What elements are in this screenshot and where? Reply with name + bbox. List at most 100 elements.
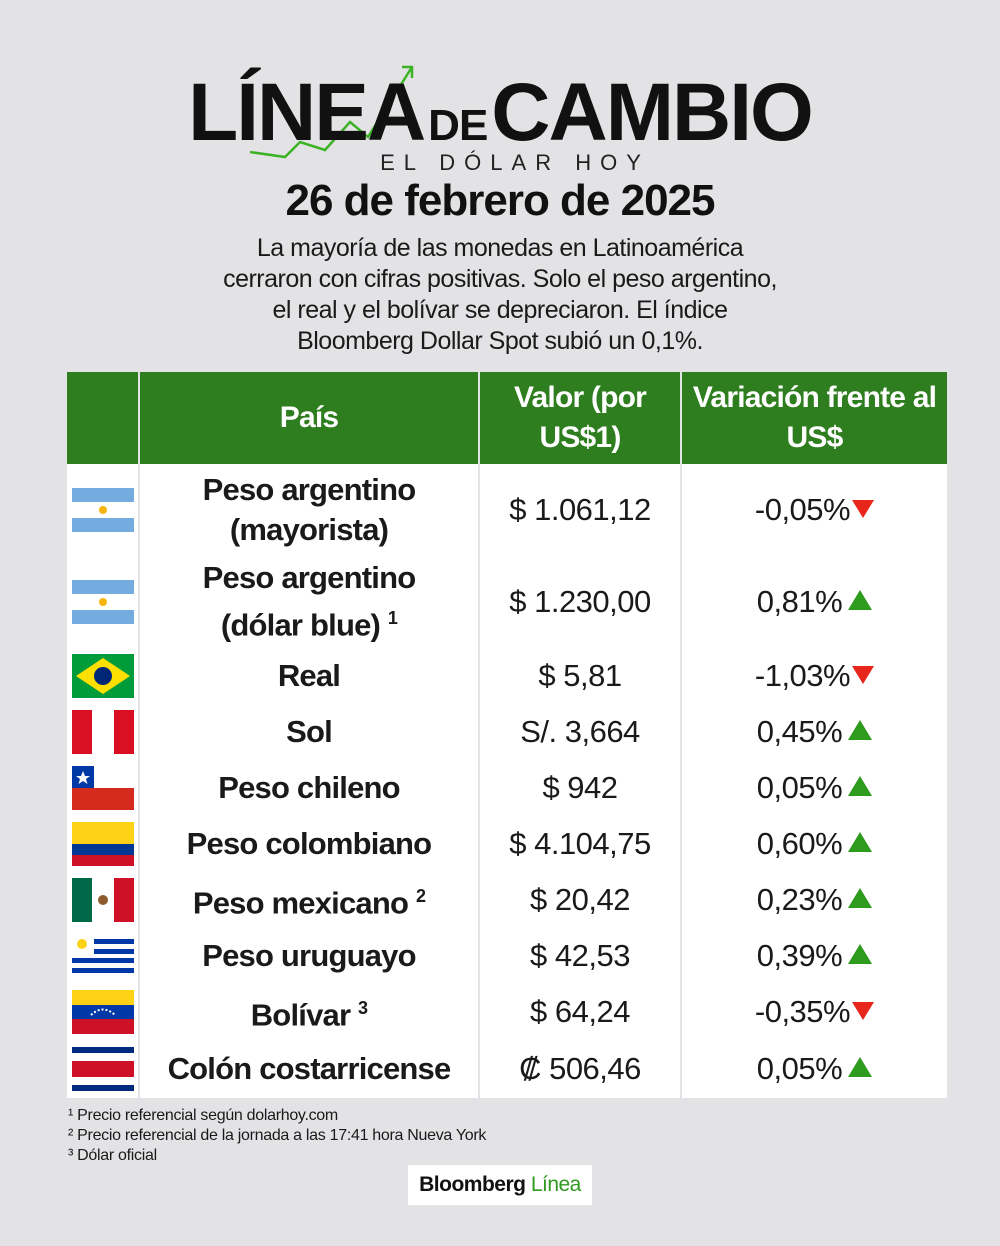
footnote-marker: 3 (358, 998, 368, 1019)
variation-text: 0,60% (756, 826, 843, 861)
currency-name-line: (mayorista) (229, 512, 389, 547)
currency-variation: -0,05% (681, 464, 947, 556)
intro-line: La mayoría de las monedas en Latinoaméri… (256, 234, 744, 262)
brand-bloomberg: Bloomberg (419, 1173, 526, 1196)
page-date: 26 de febrero de 2025 (285, 176, 715, 225)
mexico-flag-icon (71, 878, 134, 922)
currency-variation: 0,60% (681, 816, 947, 872)
currency-name: Peso mexicano 2 (139, 872, 480, 928)
arrow-up-icon (848, 590, 873, 610)
colombia-flag-icon (71, 822, 134, 866)
currency-name: Peso chileno (139, 760, 480, 816)
arrow-up-icon (848, 720, 873, 740)
flag-cell (67, 1040, 140, 1098)
header-country: País (139, 372, 480, 464)
venezuela-flag-icon (71, 990, 134, 1034)
currency-value: ₡ 506,46 (479, 1040, 682, 1098)
trend-arrow-icon (249, 65, 414, 159)
currency-name-line: Peso argentino (202, 472, 417, 507)
variation-text: -0,05% (754, 492, 851, 527)
flag-cell (67, 760, 140, 816)
table-row: Colón costarricense ₡ 506,46 0,05% (67, 1040, 947, 1098)
variation-text: 0,39% (756, 938, 843, 973)
arrow-down-icon (852, 500, 875, 518)
currency-name-line: Bolívar (250, 997, 351, 1033)
footnotes: ¹ Precio referencial según dolarhoy.com … (68, 1106, 486, 1166)
brand-linea: Línea (530, 1173, 582, 1196)
variation-text: 0,23% (756, 882, 843, 917)
intro-line: cerraron con cifras positivas. Solo el p… (223, 265, 777, 293)
currency-value: $ 64,24 (479, 984, 682, 1040)
currency-value: $ 4.104,75 (479, 816, 682, 872)
currency-value: $ 20,42 (479, 872, 682, 928)
table-row: Peso argentino (mayorista) $ 1.061,12 -0… (67, 464, 947, 556)
logo-word-cambio: CAMBIO (491, 67, 814, 158)
flag-cell (67, 464, 140, 556)
logo-title: LÍNEADECAMBIO (0, 72, 1000, 154)
currency-name: Bolívar 3 (139, 984, 480, 1040)
variation-text: -0,35% (754, 994, 851, 1029)
variation-text: 0,05% (756, 1051, 843, 1086)
table-row: Sol S/. 3,664 0,45% (67, 704, 947, 760)
arrow-up-icon (848, 832, 873, 852)
currency-name-line-wrap: (dólar blue) 1 (140, 598, 478, 645)
arrow-up-icon (848, 944, 873, 964)
currency-name-line: Peso mexicano (192, 885, 409, 921)
uruguay-flag-icon (71, 934, 134, 978)
currency-name: Peso argentino (dólar blue) 1 (139, 556, 480, 648)
flag-cell (67, 704, 140, 760)
currency-variation: 0,05% (681, 760, 947, 816)
flag-cell (67, 928, 140, 984)
currency-value: $ 942 (479, 760, 682, 816)
footnote-marker: 2 (415, 886, 426, 907)
flag-cell (67, 816, 140, 872)
currency-variation: -0,35% (681, 984, 947, 1040)
footnote: ² Precio referencial de la jornada a las… (68, 1127, 487, 1144)
variation-text: -1,03% (754, 658, 851, 693)
currency-variation: 0,81% (681, 556, 947, 648)
bloomberg-linea-logo: Bloomberg Línea (408, 1165, 592, 1205)
exchange-rates-table: País Valor (por US$1) Variación frente a… (67, 372, 947, 1098)
argentina-flag-icon (71, 488, 134, 532)
table-row: Bolívar 3 $ 64,24 -0,35% (67, 984, 947, 1040)
header-value-label: Valor (por US$1) (513, 381, 647, 454)
linea-de-cambio-logo: LÍNEADECAMBIO EL DÓLAR HOY (0, 62, 1000, 180)
arrow-up-icon (848, 1057, 873, 1077)
currency-value: $ 42,53 (479, 928, 682, 984)
currency-name: Sol (139, 704, 480, 760)
brazil-flag-icon (71, 654, 134, 698)
argentina-flag-icon (71, 580, 134, 624)
table-row: Peso mexicano 2 $ 20,42 0,23% (67, 872, 947, 928)
header-value: Valor (por US$1) (479, 372, 682, 464)
peru-flag-icon (71, 710, 134, 754)
footnote: ¹ Precio referencial según dolarhoy.com (68, 1107, 338, 1124)
arrow-down-icon (852, 666, 875, 684)
currency-name: Peso uruguayo (139, 928, 480, 984)
flag-cell (67, 556, 140, 648)
header-flag-cell (67, 372, 140, 464)
currency-variation: 0,05% (681, 1040, 947, 1098)
chile-flag-icon (71, 766, 134, 810)
arrow-up-icon (848, 776, 873, 796)
variation-text: 0,05% (756, 770, 843, 805)
currency-value: $ 1.230,00 (479, 556, 682, 648)
currency-variation: 0,45% (681, 704, 947, 760)
table-row: Peso argentino (dólar blue) 1 $ 1.230,00… (67, 556, 947, 648)
table-header-row: País Valor (por US$1) Variación frente a… (67, 372, 947, 464)
currency-variation: 0,39% (681, 928, 947, 984)
flag-cell (67, 984, 140, 1040)
variation-text: 0,45% (756, 714, 843, 749)
currency-name: Peso argentino (mayorista) (139, 464, 480, 556)
table-row: Peso chileno $ 942 0,05% (67, 760, 947, 816)
logo-word-linea: LÍNEA (188, 67, 426, 158)
costa-rica-flag-icon (71, 1047, 134, 1091)
table-row: Peso uruguayo $ 42,53 0,39% (67, 928, 947, 984)
table-row: Peso colombiano $ 4.104,75 0,60% (67, 816, 947, 872)
header-variation: Variación frente al US$ (681, 372, 947, 464)
flag-cell (67, 648, 140, 704)
footnote-marker: 1 (387, 608, 398, 629)
currency-value: $ 1.061,12 (479, 464, 682, 556)
currency-name-line: (dólar blue) (220, 607, 381, 643)
intro-line: Bloomberg Dollar Spot subió un 0,1%. (297, 327, 703, 355)
header-variation-label: Variación frente al US$ (692, 381, 937, 454)
